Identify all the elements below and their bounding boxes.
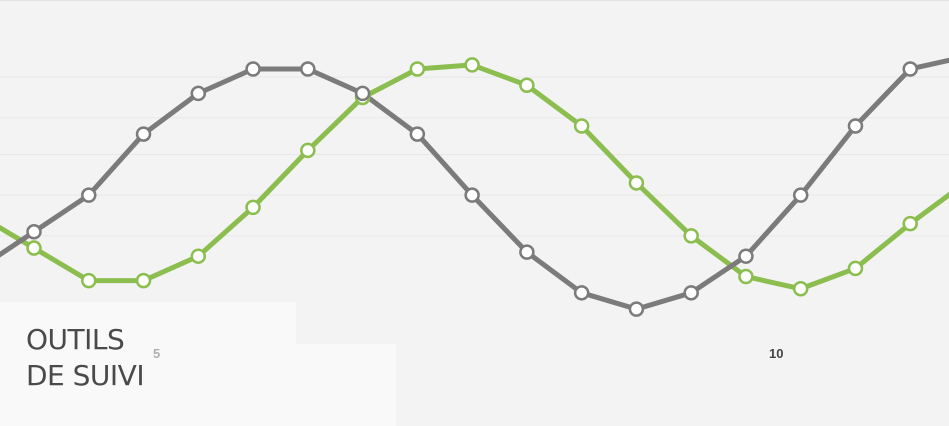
series-line-1	[0, 62, 949, 292]
data-point[interactable]	[354, 85, 371, 102]
data-point[interactable]	[409, 61, 426, 77]
data-point[interactable]	[628, 301, 645, 317]
data-point[interactable]	[245, 199, 261, 216]
heading-line-2: DE SUIVI	[26, 359, 145, 392]
data-point[interactable]	[792, 281, 809, 297]
data-point[interactable]	[409, 126, 426, 142]
data-point[interactable]	[738, 268, 754, 285]
data-point[interactable]	[190, 248, 207, 264]
section-heading: OUTILS DE SUIVI	[26, 322, 145, 394]
data-point[interactable]	[26, 224, 42, 240]
data-point[interactable]	[573, 285, 590, 301]
data-point[interactable]	[26, 240, 42, 256]
top-divider	[0, 0, 949, 1]
data-point[interactable]	[300, 61, 316, 77]
data-point[interactable]	[519, 77, 535, 94]
data-point[interactable]	[464, 187, 480, 203]
data-point[interactable]	[847, 118, 864, 134]
data-point[interactable]	[81, 187, 97, 203]
data-point[interactable]	[135, 126, 152, 142]
data-point[interactable]	[902, 61, 918, 77]
data-point[interactable]	[683, 285, 699, 301]
data-point[interactable]	[792, 187, 809, 203]
data-point[interactable]	[464, 57, 480, 73]
caption-panel	[0, 302, 296, 426]
x-tick-label-10: 10	[769, 346, 784, 361]
data-point[interactable]	[738, 248, 754, 264]
data-point[interactable]	[81, 272, 97, 289]
data-point[interactable]	[628, 175, 645, 191]
data-point[interactable]	[245, 61, 261, 77]
data-point[interactable]	[519, 244, 535, 260]
caption-panel-step	[296, 344, 396, 426]
data-point[interactable]	[847, 260, 864, 277]
data-point[interactable]	[300, 142, 316, 159]
x-tick-label-5: 5	[153, 346, 161, 361]
data-point[interactable]	[190, 85, 207, 102]
data-point[interactable]	[573, 118, 590, 134]
heading-line-1: OUTILS	[26, 323, 125, 356]
data-point[interactable]	[135, 272, 152, 289]
data-point[interactable]	[902, 215, 918, 232]
series-line-0	[0, 57, 949, 312]
data-point[interactable]	[683, 228, 699, 244]
